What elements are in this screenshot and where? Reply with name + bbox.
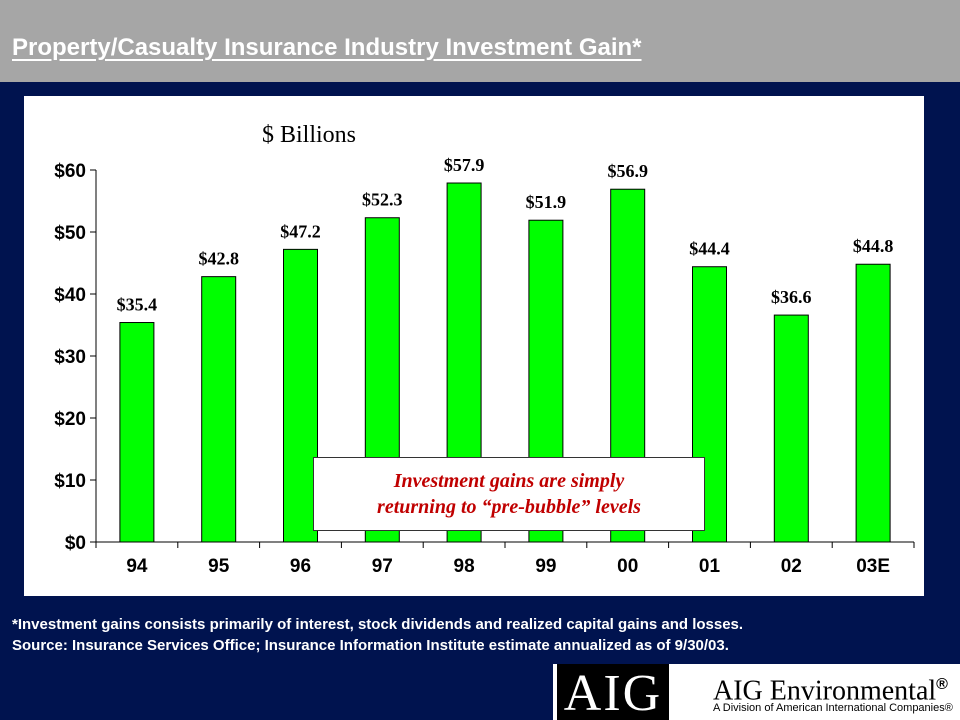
chart-panel: $ Billions $0 $10 $20 $30 $40 $50 $60 $35.4 94 $4… (24, 96, 924, 596)
data-label-98: $57.9 (444, 155, 485, 175)
callout-line-2: returning to “pre-bubble” levels (377, 496, 641, 518)
bar-96 (283, 248, 318, 543)
data-label-01: $44.4 (689, 239, 730, 259)
x-tick-label: 95 (208, 556, 230, 577)
brand-name-text: AIG Environmental (713, 675, 937, 707)
data-label-97: $52.3 (362, 190, 403, 210)
data-label-00: $56.9 (607, 161, 648, 181)
registered-mark: ® (936, 676, 948, 693)
bar-03E (855, 263, 891, 543)
data-label-96: $47.2 (280, 221, 321, 241)
x-tick-label: 00 (617, 556, 638, 577)
data-label-03E: $44.8 (853, 236, 894, 256)
x-tick-label: 03E (856, 556, 890, 577)
bar-95 (201, 276, 237, 543)
data-label-95: $42.8 (198, 249, 239, 269)
x-tick-label: 96 (290, 556, 311, 577)
y-tick-label: $60 (54, 161, 86, 182)
slide-title: Property/Casualty Insurance Industry Inv… (12, 34, 642, 61)
x-tick-label: 98 (454, 556, 475, 577)
x-tick-label: 94 (126, 556, 148, 577)
x-tick-label: 02 (781, 556, 802, 577)
data-label-99: $51.9 (526, 192, 567, 212)
y-tick-label: $40 (54, 285, 86, 306)
footnote-definition: *Investment gains consists primarily of … (12, 616, 744, 633)
x-tick-label: 01 (699, 556, 721, 577)
footnote: *Investment gains consists primarily of … (12, 614, 942, 656)
y-tick-label: $30 (54, 347, 86, 368)
data-label-94: $35.4 (117, 295, 158, 315)
header-band: Property/Casualty Insurance Industry Inv… (0, 0, 960, 82)
aig-logo-mark: AIG (557, 664, 669, 720)
brand-name: AIG Environmental® (713, 670, 948, 706)
annotation-callout: Investment gains are simply returning to… (313, 457, 705, 531)
bar-02 (773, 314, 809, 543)
bar-94 (119, 322, 155, 543)
brand-tagline: A Division of American International Com… (713, 702, 953, 714)
y-tick-label: $10 (54, 471, 86, 492)
x-tick-label: 99 (535, 556, 556, 577)
aig-environmental-logo: AIG AIG Environmental® A Division of Ame… (553, 664, 960, 720)
chart-labels: $0 $10 $20 $30 $40 $50 $60 $35.4 94 $42.8 95 $47.2 9… (54, 155, 893, 577)
callout-line-1: Investment gains are simply (393, 470, 625, 492)
chart-unit-label: $ Billions (262, 122, 356, 148)
x-tick-label: 97 (372, 556, 393, 577)
y-tick-label: $50 (54, 223, 86, 244)
footnote-source: Source: Insurance Services Office; Insur… (12, 637, 729, 654)
data-label-02: $36.6 (771, 287, 812, 307)
y-tick-label: $20 (54, 409, 86, 430)
y-tick-label: $0 (65, 533, 86, 554)
